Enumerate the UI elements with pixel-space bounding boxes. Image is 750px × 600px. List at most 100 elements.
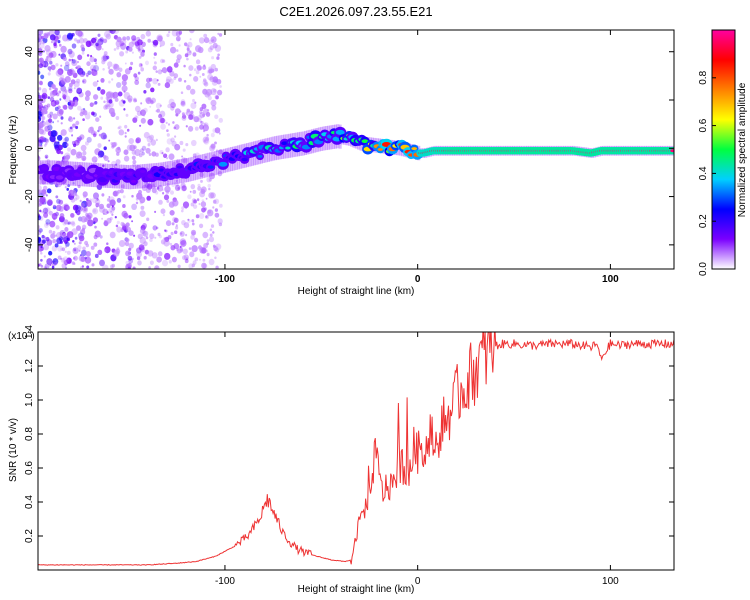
y-tick-label: 0.8 xyxy=(24,427,35,441)
noise-blob xyxy=(134,76,139,81)
noise-blob xyxy=(215,265,219,269)
noise-blob xyxy=(59,43,62,47)
noise-blob xyxy=(40,135,45,141)
ridge-core xyxy=(377,147,383,151)
noise-blob xyxy=(188,125,194,132)
noise-blob xyxy=(77,245,82,250)
noise-blob xyxy=(74,99,78,104)
noise-blob xyxy=(45,156,48,159)
noise-blob xyxy=(50,64,56,71)
noise-blob xyxy=(179,248,183,252)
noise-blob xyxy=(135,137,141,144)
noise-blob xyxy=(174,184,181,191)
noise-blob xyxy=(57,68,64,75)
noise-blob xyxy=(48,229,53,234)
noise-blob xyxy=(137,45,144,53)
noise-blob xyxy=(192,52,197,57)
noise-blob xyxy=(43,266,47,269)
noise-blob xyxy=(203,207,207,211)
noise-blob xyxy=(39,202,43,206)
noise-blob xyxy=(123,108,126,111)
noise-blob xyxy=(72,204,79,211)
noise-blob xyxy=(63,64,70,72)
noise-blob xyxy=(97,86,101,91)
noise-blob xyxy=(42,50,45,53)
noise-blob xyxy=(203,81,209,87)
noise-blob xyxy=(195,59,201,65)
noise-blob xyxy=(112,30,120,35)
noise-blob xyxy=(111,205,114,208)
noise-blob xyxy=(69,82,73,88)
noise-blob xyxy=(56,237,62,245)
noise-blob xyxy=(146,195,151,201)
noise-blob xyxy=(181,220,186,226)
noise-blob xyxy=(122,195,126,199)
noise-blob xyxy=(208,258,215,266)
snr-scale-label: (x104) xyxy=(8,329,35,342)
noise-blob xyxy=(207,73,214,81)
snr-scale-close: ) xyxy=(31,331,34,342)
noise-blob xyxy=(165,76,172,83)
noise-blob xyxy=(96,205,98,208)
noise-blob xyxy=(202,88,208,95)
noise-blob xyxy=(194,126,199,131)
noise-blob xyxy=(139,124,142,127)
noise-blob xyxy=(125,50,129,54)
noise-blob xyxy=(68,126,74,133)
noise-blob xyxy=(150,181,156,187)
noise-blob xyxy=(94,62,98,65)
noise-blob xyxy=(133,234,136,237)
noise-blob xyxy=(131,203,138,210)
noise-blob xyxy=(85,243,90,248)
noise-blob xyxy=(39,121,45,128)
noise-blob xyxy=(132,266,136,269)
noise-blob xyxy=(140,51,145,57)
noise-blob xyxy=(187,194,192,200)
noise-blob xyxy=(48,118,53,123)
figure-title: C2E1.2026.097.23.55.E21 xyxy=(279,4,432,19)
noise-blob xyxy=(193,68,197,72)
noise-blob xyxy=(197,183,201,187)
snr-axes-frame xyxy=(37,331,675,571)
noise-blob xyxy=(71,134,74,137)
noise-blob xyxy=(189,251,195,258)
noise-blob xyxy=(52,113,58,120)
noise-blob xyxy=(218,117,223,123)
noise-blob xyxy=(162,213,165,217)
noise-blob xyxy=(40,251,43,255)
colorbar-tick-label: 0.6 xyxy=(698,118,709,132)
x-tick-label: -100 xyxy=(215,274,235,285)
noise-blob xyxy=(38,145,42,153)
noise-blob xyxy=(169,210,175,216)
noise-blob xyxy=(206,239,210,243)
noise-blob xyxy=(202,124,209,132)
noise-blob xyxy=(97,33,101,37)
noise-blob xyxy=(181,185,187,192)
noise-blob xyxy=(99,37,104,42)
noise-blob xyxy=(205,197,208,200)
noise-blob xyxy=(85,265,90,269)
noise-blob xyxy=(71,222,76,227)
noise-blob xyxy=(64,136,69,142)
noise-blob xyxy=(85,90,91,97)
noise-blob xyxy=(175,179,178,182)
noise-blob xyxy=(153,52,157,56)
noise-blob xyxy=(167,103,172,109)
y-tick-label: 0.2 xyxy=(24,529,35,543)
noise-blob xyxy=(170,46,177,54)
noise-blob xyxy=(103,155,107,159)
noise-blob xyxy=(138,153,143,158)
noise-blob xyxy=(139,148,144,153)
noise-blob xyxy=(214,212,220,218)
noise-blob xyxy=(58,199,64,205)
spectrogram-x-ticks: -100 0 100 xyxy=(215,30,619,285)
noise-blob xyxy=(86,214,89,218)
noise-blob xyxy=(80,44,85,49)
noise-blob xyxy=(211,105,217,111)
noise-blob xyxy=(150,87,155,93)
noise-blob xyxy=(45,142,48,145)
noise-blob xyxy=(53,204,56,208)
noise-blob xyxy=(66,237,69,241)
noise-blob xyxy=(140,117,146,124)
noise-blob xyxy=(66,187,69,191)
